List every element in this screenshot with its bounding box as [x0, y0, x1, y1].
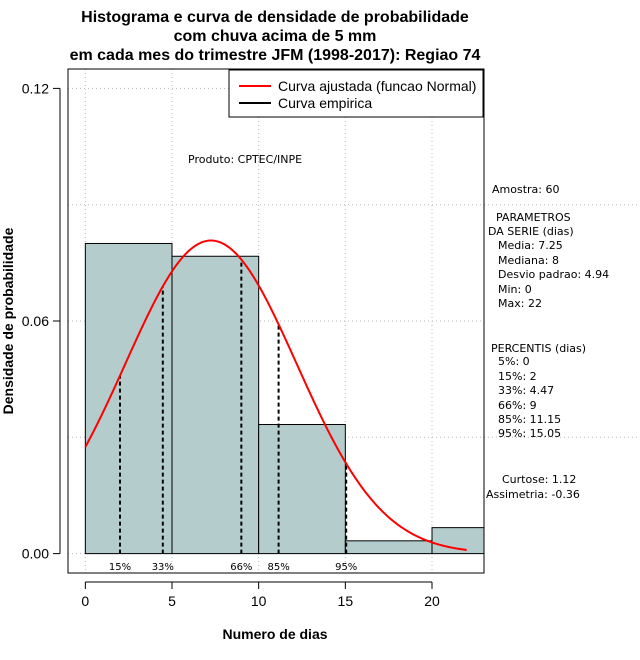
- product-note: Produto: CPTEC/INPE: [188, 153, 302, 166]
- percentile-label: 66%: [230, 562, 252, 573]
- chart-title-line-2: com chuva acima de 5 mm: [174, 28, 377, 45]
- axes: 0 5 10 15 20 0.00 0.06 0.12: [22, 80, 440, 609]
- legend-label-normal: Curva ajustada (funcao Normal): [278, 78, 476, 94]
- x-tick-label: 20: [424, 593, 440, 609]
- histogram-bar: [258, 424, 346, 555]
- plot-frame: [67, 68, 485, 574]
- stat-min: Min: 0: [498, 283, 532, 296]
- stat-p85: 85%: 11.15: [498, 413, 562, 426]
- histogram-bar: [344, 540, 433, 555]
- y-tick-label: 0.06: [22, 313, 49, 329]
- params-title-2: DA SERIE (dias): [488, 225, 574, 238]
- y-tick-label: 0.12: [22, 80, 49, 96]
- x-axis-label: Numero de dias: [222, 626, 327, 642]
- sample-size: Amostra: 60: [492, 183, 560, 196]
- params-title-1: PARAMETROS: [496, 211, 571, 224]
- stat-median: Mediana: 8: [498, 254, 559, 267]
- stat-p15: 15%: 2: [498, 370, 537, 383]
- stat-p66: 66%: 9: [498, 399, 537, 412]
- percentile-label: 95%: [335, 562, 357, 573]
- percentile-label: 15%: [109, 562, 131, 573]
- percentile-label: 85%: [267, 562, 289, 573]
- stat-skewness: Assimetria: -0.36: [486, 488, 580, 501]
- y-axis-label: Densidade de probabilidade: [0, 227, 16, 414]
- chart-title-line-1: Histograma e curva de densidade de proba…: [81, 9, 469, 26]
- percentis-title: PERCENTIS (dias): [491, 342, 587, 355]
- histogram-bars: [84, 242, 485, 555]
- normal-curve: [84, 239, 467, 551]
- chart-title-line-3: em cada mes do trimestre JFM (1998-2017)…: [70, 47, 481, 64]
- stat-stddev: Desvio padrao: 4.94: [498, 268, 610, 281]
- histogram-bar: [84, 242, 173, 555]
- percentile-labels: 15% 33% 66% 85% 95%: [109, 562, 357, 573]
- y-tick-label: 0.00: [22, 546, 49, 562]
- x-tick-label: 15: [338, 593, 354, 609]
- normal-curve-line: [84, 239, 467, 551]
- percentile-label: 33%: [152, 562, 174, 573]
- percentile-lines: [119, 259, 348, 554]
- x-tick-label: 10: [251, 593, 267, 609]
- stat-mean: Media: 7.25: [498, 239, 563, 252]
- x-tick-label: 0: [81, 593, 89, 609]
- x-tick-label: 5: [168, 593, 176, 609]
- stat-p5: 5%: 0: [498, 355, 530, 368]
- histogram-bar: [171, 255, 260, 555]
- stat-kurtosis: Curtose: 1.12: [502, 473, 577, 486]
- legend-label-empirical: Curva empirica: [278, 95, 372, 111]
- stat-p95: 95%: 15.05: [498, 427, 562, 440]
- stat-max: Max: 22: [498, 297, 542, 310]
- stat-p33: 33%: 4.47: [498, 384, 555, 397]
- legend-box: [228, 69, 484, 118]
- legend: Curva ajustada (funcao Normal) Curva emp…: [228, 69, 484, 118]
